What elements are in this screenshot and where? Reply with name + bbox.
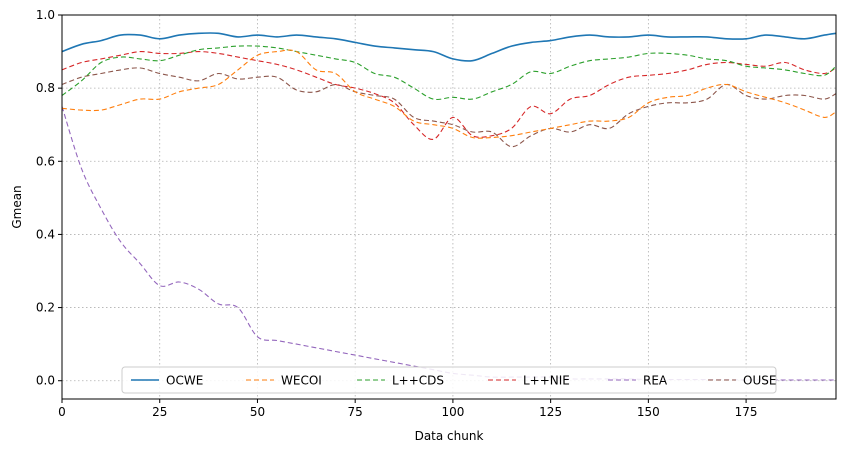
y-tick-label: 0.6 — [36, 154, 55, 168]
y-tick-label: 1.0 — [36, 8, 55, 22]
y-axis-ticks: 0.0 0.2 0.4 0.6 0.8 1.0 — [36, 8, 62, 388]
series-line-wecoi — [61, 49, 837, 139]
x-tick-label: 175 — [735, 405, 758, 419]
legend: OCWE WECOI L++CDS L++NIE REA OUSE — [121, 366, 777, 394]
x-tick-label: 125 — [539, 405, 562, 419]
series-line-ocwe — [61, 32, 837, 62]
series-line-l-nie — [61, 51, 837, 140]
legend-label: OUSE — [743, 374, 776, 388]
legend-label: L++CDS — [392, 374, 444, 388]
series-line-l-cds — [61, 45, 837, 101]
y-tick-label: 0.8 — [36, 81, 55, 95]
y-tick-label: 0.4 — [36, 227, 55, 241]
y-tick-label: 0.0 — [36, 374, 55, 388]
x-tick-label: 50 — [250, 405, 265, 419]
grid-lines — [61, 14, 836, 399]
y-axis-label: Gmean — [10, 185, 24, 228]
legend-label: REA — [643, 374, 668, 388]
legend-label: L++NIE — [523, 374, 570, 388]
series-line-ouse — [61, 67, 837, 148]
x-axis-ticks: 0 25 50 75 100 125 150 175 — [58, 399, 758, 419]
plot-frame — [61, 14, 837, 400]
series-lines — [61, 32, 837, 381]
x-tick-label: 0 — [58, 405, 66, 419]
legend-label: WECOI — [281, 374, 322, 388]
legend-box — [121, 366, 777, 394]
legend-label: OCWE — [166, 374, 203, 388]
x-tick-label: 75 — [348, 405, 363, 419]
x-tick-label: 150 — [637, 405, 660, 419]
x-tick-label: 100 — [441, 405, 464, 419]
x-axis-label: Data chunk — [415, 429, 484, 443]
y-tick-label: 0.2 — [36, 301, 55, 315]
series-line-rea — [61, 106, 836, 381]
x-tick-label: 25 — [152, 405, 167, 419]
